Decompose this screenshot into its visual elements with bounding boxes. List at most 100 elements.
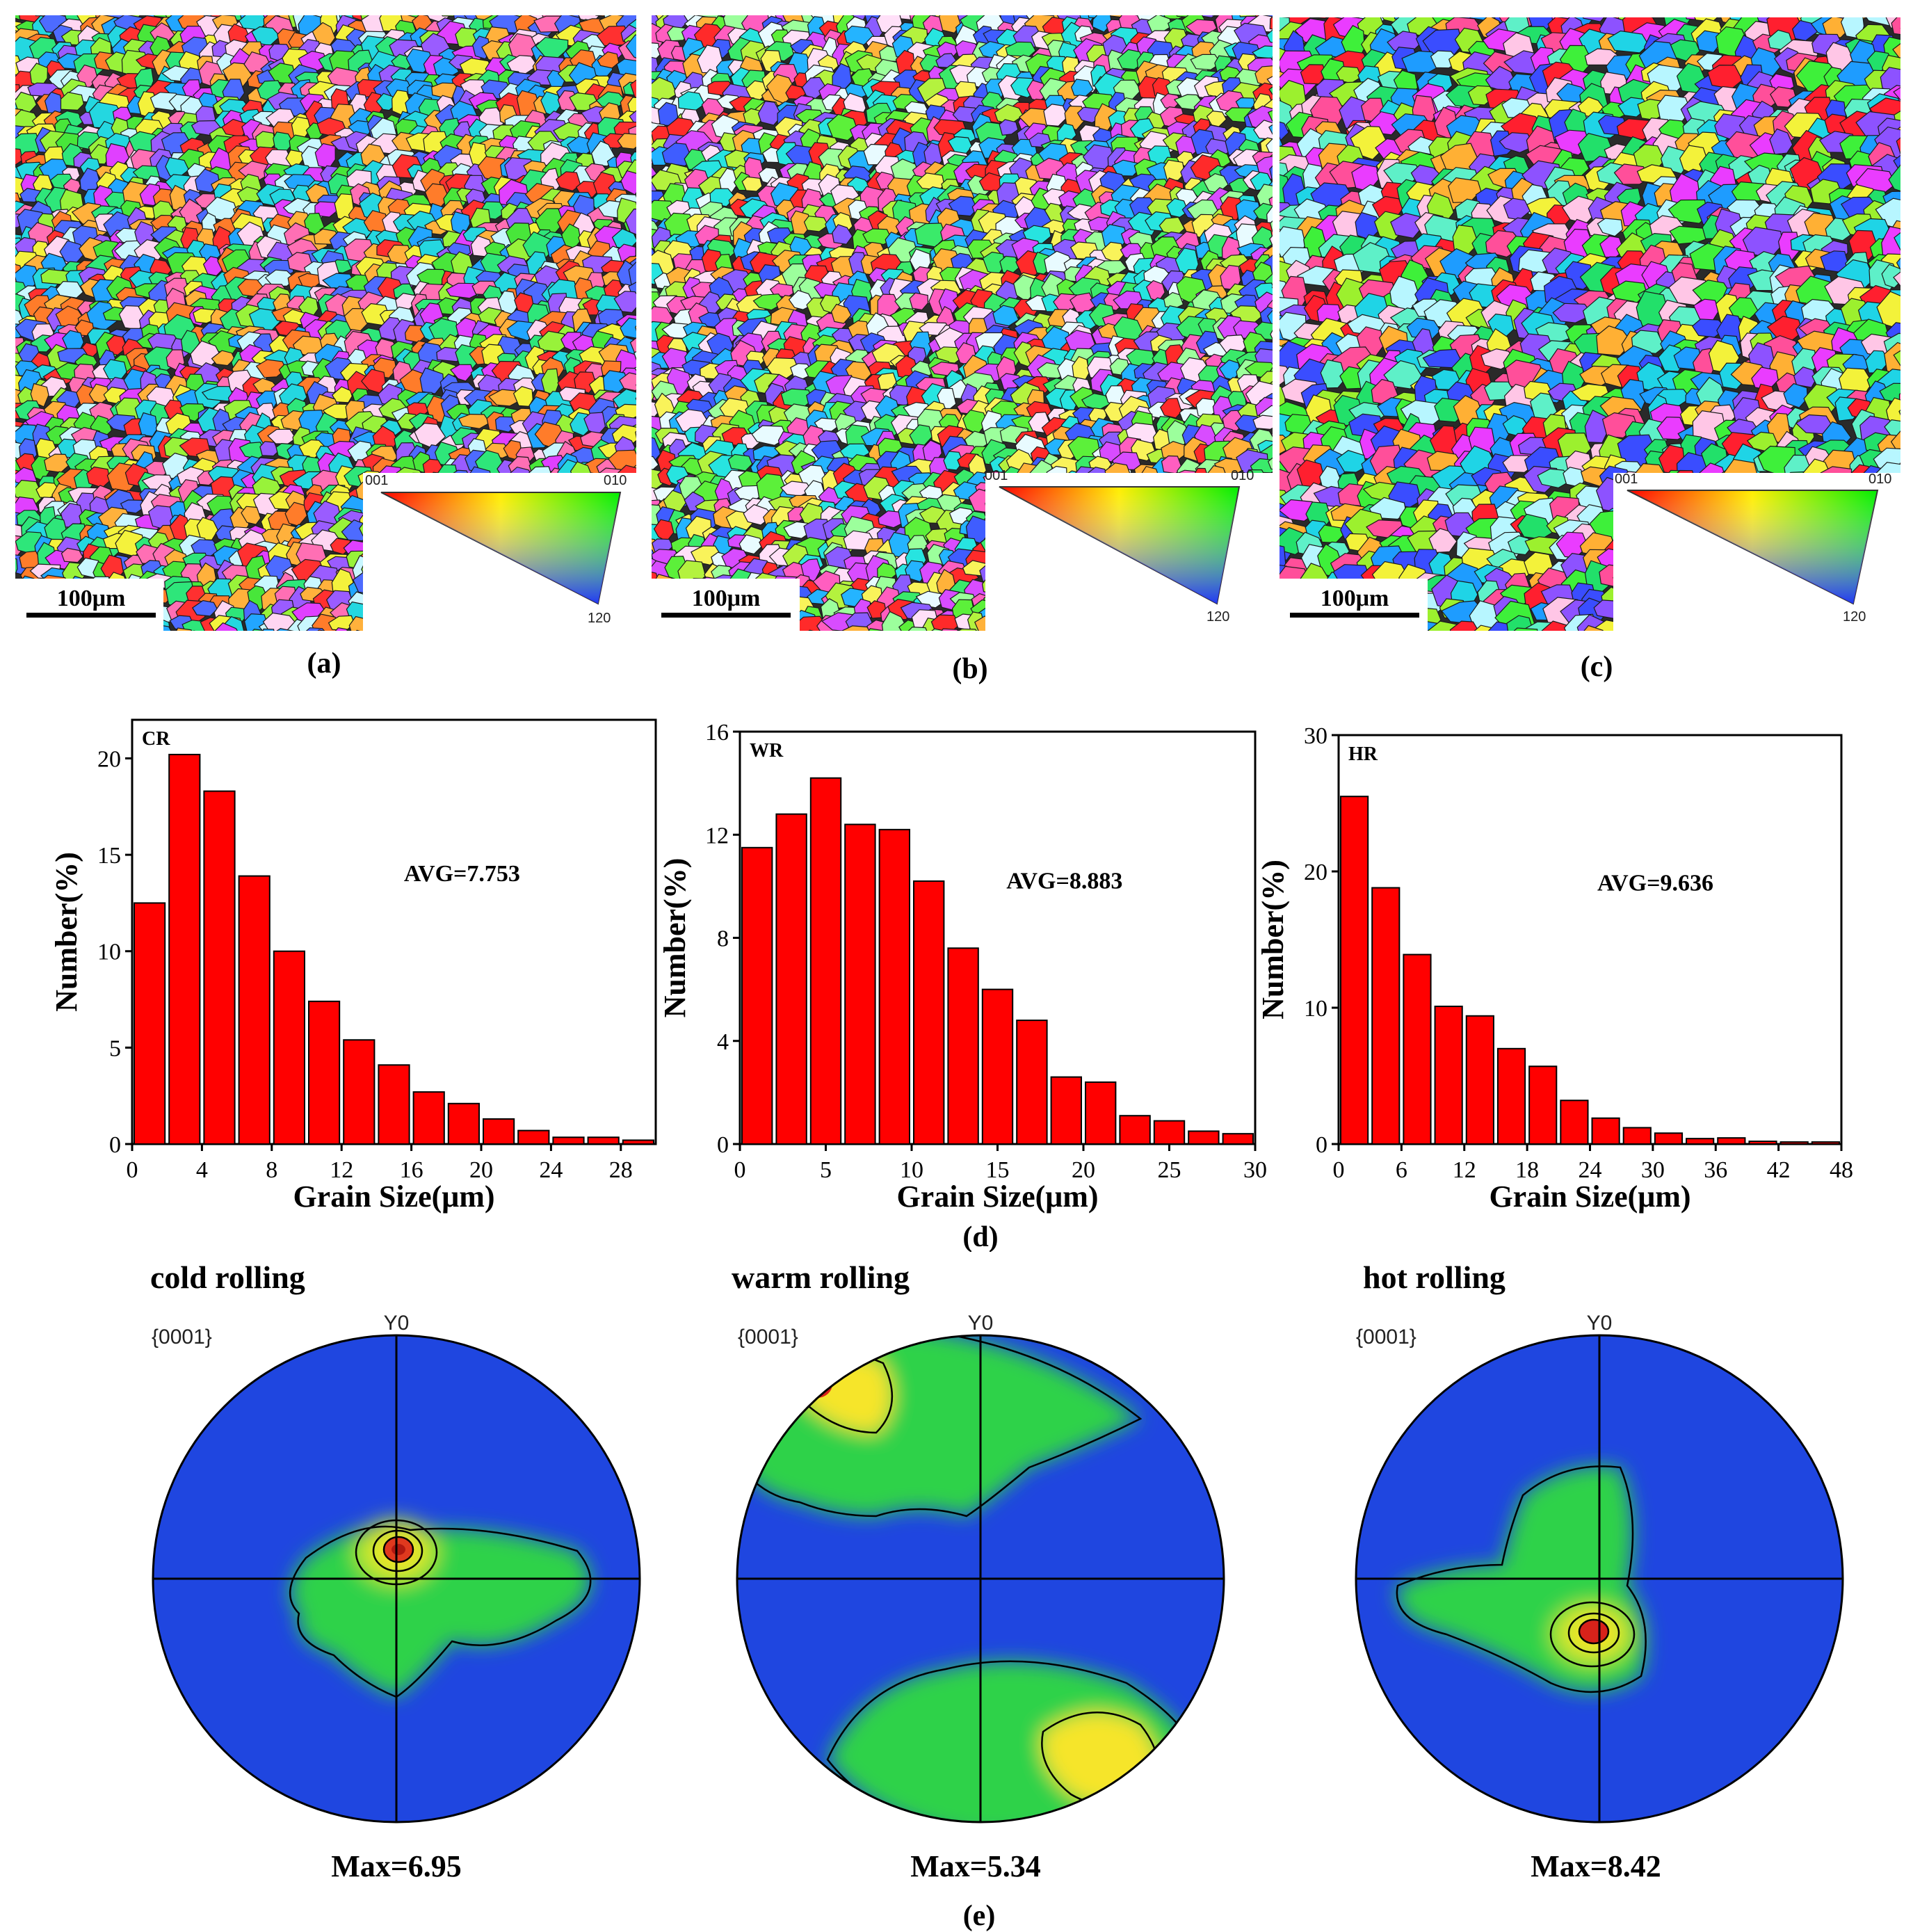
x-tick-label: 12 (1453, 1157, 1476, 1183)
process-title-hot: hot rolling (1363, 1259, 1506, 1295)
bar (587, 1136, 620, 1145)
bar (412, 1091, 445, 1145)
pole-figure-warm-rolling: warm rolling {0001} Y0 Max=5.34 (732, 1259, 1225, 1883)
x-tick-label: 0 (1333, 1157, 1345, 1183)
bar (308, 1000, 341, 1145)
bar (947, 947, 979, 1145)
ipf-corner-120-c: 120 (1843, 609, 1866, 625)
x-tick-label: 4 (196, 1157, 208, 1183)
y-tick-label: 0 (109, 1132, 121, 1158)
y-tick-label: 12 (705, 823, 729, 848)
chart-title: WR (750, 740, 784, 762)
max-label-cold: Max=6.95 (331, 1849, 462, 1883)
y-tick-label: 20 (97, 746, 121, 772)
bar (1465, 1015, 1494, 1145)
panel-label-c: (c) (1581, 651, 1613, 683)
x-tick-label: 28 (609, 1157, 633, 1183)
x-tick-label: 36 (1704, 1157, 1727, 1183)
x-tick-label: 0 (127, 1157, 138, 1183)
axis-label-warm: Y0 (968, 1312, 994, 1335)
bar (913, 880, 945, 1145)
x-tick-label: 48 (1830, 1157, 1853, 1183)
orientation-map-a (15, 15, 636, 631)
bar (1811, 1141, 1840, 1145)
bar (775, 813, 807, 1145)
ebsd-panel-a: 001 010 120 100μm (a) (15, 15, 636, 679)
plane-label-warm: {0001} (738, 1326, 798, 1349)
max-label-warm: Max=5.34 (910, 1849, 1041, 1883)
chart-title: HR (1348, 743, 1378, 765)
histogram-cr: 0 4 8 12 16 20 24 28 0 5 10 15 20 CR AVG=7.753 Grain Si… (49, 718, 657, 1214)
x-tick-label: 12 (330, 1157, 353, 1183)
process-title-warm: warm rolling (732, 1259, 910, 1295)
svg-text:100μm: 100μm (1321, 586, 1389, 611)
x-axis-label: Grain Size(μm) (293, 1180, 494, 1214)
bar (134, 902, 166, 1145)
y-tick-label: 10 (1304, 996, 1327, 1022)
y-tick-label: 8 (717, 926, 729, 952)
y-axis-label: Number(%) (49, 852, 83, 1012)
ipf-corner-120-a: 120 (588, 611, 611, 626)
panel-label-b: (b) (952, 653, 987, 685)
scale-bar-c: 100μm (1280, 579, 1428, 631)
x-tick-label: 24 (1579, 1157, 1602, 1183)
bar (447, 1102, 480, 1145)
bar (1560, 1100, 1589, 1145)
scale-bar-b: 100μm (652, 579, 800, 631)
bar (483, 1118, 515, 1145)
ipf-legend-c: 001 010 120 (1613, 472, 1900, 631)
ebsd-panel-b: 001 010 120 100μm (b) (652, 15, 1273, 685)
bar (1222, 1133, 1254, 1145)
bar (1748, 1141, 1777, 1145)
axis-label-hot: Y0 (1587, 1312, 1613, 1335)
pole-figure-hot-rolling: hot rolling {0001} Y0 Max=8.42 (1355, 1259, 1844, 1883)
bar (1622, 1127, 1652, 1145)
ipf-corner-001-a: 001 (365, 473, 388, 488)
panel-label-d: (d) (962, 1221, 998, 1252)
ipf-corner-120-b: 120 (1206, 609, 1229, 625)
bar (168, 753, 201, 1145)
panel-label-e: (e) (963, 1900, 996, 1932)
y-tick-label: 5 (109, 1036, 121, 1061)
bar (1371, 887, 1401, 1145)
pole-figures-row: cold rolling {0001} Y0 Max=6.95 warm rol… (150, 1259, 1844, 1932)
bar (1717, 1137, 1746, 1145)
max-label-hot: Max=8.42 (1531, 1849, 1661, 1883)
bar (1528, 1065, 1558, 1145)
ipf-legend-a: 001 010 120 (363, 473, 636, 631)
bar (238, 875, 271, 1145)
bar (1085, 1081, 1117, 1145)
y-tick-label: 4 (717, 1029, 729, 1055)
bar (741, 846, 773, 1145)
x-axis-label: Grain Size(μm) (896, 1180, 1098, 1214)
ipf-corner-010-c: 010 (1868, 472, 1891, 487)
x-tick-label: 20 (469, 1157, 493, 1183)
x-tick-label: 8 (266, 1157, 277, 1183)
histogram-wr: 0 5 10 15 20 25 30 0 4 8 12 16 WR AVG=8.883 Grain Size… (658, 720, 1267, 1214)
x-tick-label: 0 (734, 1157, 746, 1183)
bar (1340, 796, 1369, 1145)
ebsd-maps-row: 001 010 120 100μm (a) 001 010 120 100μm … (15, 15, 1900, 685)
y-axis-label: Number(%) (1256, 860, 1290, 1020)
bar (1119, 1115, 1151, 1145)
pole-figure-cold-rolling: cold rolling {0001} Y0 Max=6.95 (150, 1259, 641, 1883)
bar (1188, 1130, 1220, 1145)
bar (622, 1139, 654, 1145)
x-tick-label: 10 (900, 1157, 923, 1183)
x-tick-label: 30 (1243, 1157, 1267, 1183)
x-tick-label: 16 (400, 1157, 423, 1183)
y-tick-label: 16 (705, 720, 729, 746)
bar (878, 828, 910, 1145)
bar (1403, 953, 1432, 1145)
x-tick-label: 6 (1396, 1157, 1407, 1183)
bar (1779, 1141, 1809, 1145)
x-tick-label: 42 (1767, 1157, 1791, 1183)
y-tick-label: 0 (717, 1132, 729, 1158)
y-tick-label: 20 (1304, 860, 1327, 885)
bar (1434, 1006, 1463, 1145)
bar (1016, 1020, 1048, 1145)
x-tick-label: 25 (1158, 1157, 1181, 1183)
plane-label-cold: {0001} (152, 1326, 212, 1349)
avg-annotation: AVG=9.636 (1597, 870, 1713, 896)
